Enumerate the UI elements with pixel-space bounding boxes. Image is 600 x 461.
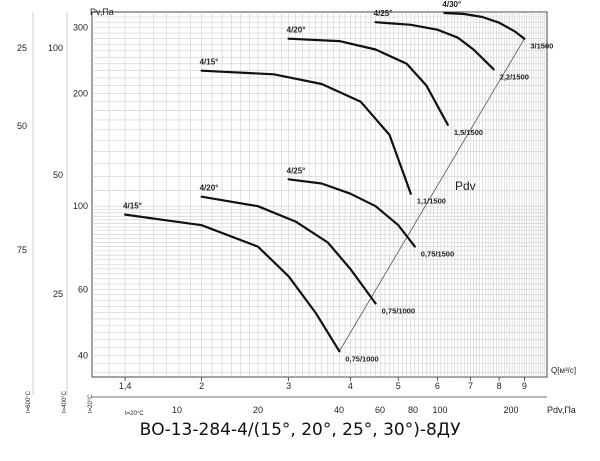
- series-group: [124, 11, 526, 353]
- labels-group: Pdv 4/15° 4/20° 4/25° 4/15° 4/20° 4/25° 4/30° 0,…: [123, 0, 553, 363]
- series-curve: [200, 195, 377, 305]
- x-axis-label: Q[м³/с]: [551, 366, 576, 375]
- grid: [92, 12, 547, 377]
- y2-tick-label: 100: [48, 43, 63, 53]
- series-label: 4/20°: [287, 26, 306, 35]
- series-curve: [287, 37, 449, 126]
- far-axis-tick-label: 25: [17, 43, 27, 53]
- series-label: 4/20°: [200, 184, 219, 193]
- pdv-tick-label: 200: [503, 405, 518, 415]
- y-tick-label: 200: [73, 88, 88, 98]
- series-label: 4/15°: [200, 58, 219, 67]
- temperature-label: t=20°C: [125, 411, 144, 417]
- endpoint-label: 1,5/1500: [454, 128, 483, 137]
- y-tick-label: 300: [73, 23, 88, 33]
- pdv-label: Pdv: [455, 179, 476, 193]
- endpoint-label: 0,75/1500: [421, 250, 454, 259]
- x-tick-label: 9: [522, 381, 527, 391]
- temperature-label: t=400°C: [62, 390, 68, 413]
- x-tick-label: 8: [497, 381, 502, 391]
- pdv-tick-label: 100: [432, 405, 447, 415]
- y-tick-label: 60: [78, 284, 88, 294]
- series-curve: [443, 11, 526, 40]
- x-tick-label: 2: [199, 381, 204, 391]
- temperature-label: t=20°C: [88, 394, 94, 413]
- x-tick-label: 6: [435, 381, 440, 391]
- series-curve: [374, 21, 495, 71]
- y2-tick-label: 25: [53, 289, 63, 299]
- pdv-tick-label: 80: [408, 405, 418, 415]
- far-axis-tick-label: 75: [17, 245, 27, 255]
- x-tick-label: 1,4: [119, 381, 132, 391]
- series-label: 4/15°: [123, 202, 142, 211]
- series-label: 4/30°: [442, 0, 461, 9]
- chart-title: ВО-13-284-4/(15°, 20°, 25°, 30°)-8ДУ: [139, 420, 461, 440]
- pdv-tick-label: 20: [253, 405, 263, 415]
- y-axis-label: Pv,Па: [90, 7, 114, 17]
- pdv-line: [339, 38, 525, 352]
- far-axis-tick-label: 50: [17, 121, 27, 131]
- series-label: 4/25°: [287, 166, 306, 175]
- series-curve: [200, 69, 412, 195]
- series-curve: [287, 178, 416, 248]
- endpoint-label: 3/1500: [530, 42, 553, 51]
- pdv-tick-label: 40: [334, 405, 344, 415]
- x-tick-label: 3: [286, 381, 291, 391]
- x-tick-label: 4: [348, 381, 353, 391]
- series-label: 4/25°: [374, 9, 393, 18]
- endpoint-label: 2,2/1500: [500, 72, 529, 81]
- x-tick-label: 7: [468, 381, 473, 391]
- x-tick-label: 5: [396, 381, 401, 391]
- series-curve: [124, 213, 341, 353]
- temperature-label: t=600°C: [26, 390, 32, 413]
- y-tick-label: 100: [73, 201, 88, 211]
- y-tick-label: 40: [78, 350, 88, 360]
- y2-tick-label: 50: [53, 170, 63, 180]
- pdv-tick-label: 60: [375, 405, 385, 415]
- pdv-axis-label: Pdv,Па: [547, 405, 576, 415]
- endpoint-label: 0,75/1000: [382, 306, 415, 315]
- pdv-tick-label: 10: [172, 405, 182, 415]
- endpoint-label: 0,75/1000: [345, 354, 378, 363]
- plot-area: [91, 11, 548, 378]
- endpoint-label: 1,1/1500: [417, 197, 446, 206]
